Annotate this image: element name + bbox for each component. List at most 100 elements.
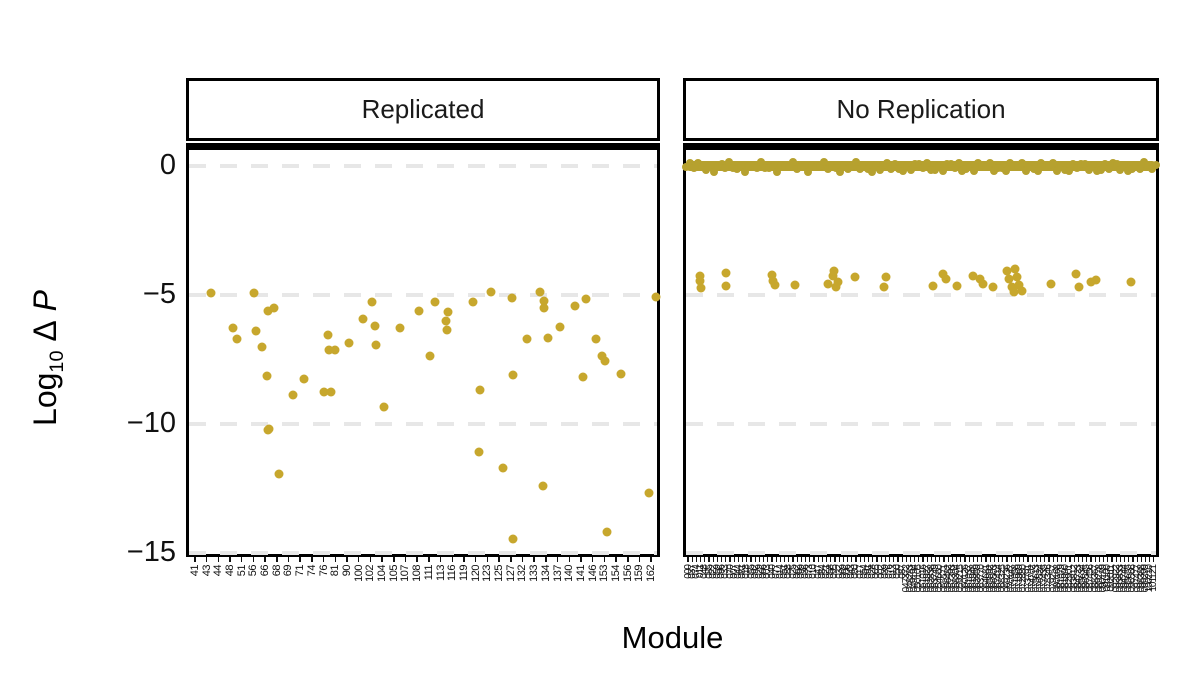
zero-band-point — [1084, 166, 1093, 175]
x-axis-tick — [276, 557, 278, 562]
zero-band-point — [871, 161, 880, 170]
data-point — [695, 276, 705, 286]
zero-band-point — [689, 164, 698, 173]
x-axis-tick — [788, 557, 790, 562]
x-axis-tick — [909, 557, 912, 562]
data-point — [443, 307, 453, 317]
data-point — [602, 527, 612, 537]
data-point — [1002, 266, 1012, 276]
x-axis-tick — [700, 557, 702, 562]
gridline-dashed — [686, 551, 1156, 555]
x-tick-label: 140 — [563, 565, 576, 582]
x-axis-tick — [1035, 557, 1037, 562]
x-axis-tick — [922, 557, 924, 562]
x-axis-tick — [687, 557, 689, 562]
data-point — [1007, 282, 1017, 292]
data-point — [371, 340, 381, 350]
panel-header-no-replication-label: No Replication — [836, 94, 1006, 124]
zero-band-point — [824, 164, 833, 173]
x-axis-tick — [695, 557, 698, 562]
x-axis-tick — [1073, 557, 1075, 562]
x-axis-tick — [930, 557, 933, 562]
data-point — [319, 387, 329, 397]
x-tick-label: 153 — [598, 565, 611, 582]
data-point — [770, 280, 780, 290]
zero-band-point — [899, 166, 908, 175]
data-point — [324, 345, 334, 355]
zero-band-point — [701, 166, 710, 175]
zero-band-point — [768, 162, 777, 171]
data-point — [952, 281, 962, 291]
data-point — [767, 270, 777, 280]
x-axis-tick — [1002, 557, 1004, 562]
x-axis-tick — [880, 557, 882, 562]
x-axis-tick — [545, 557, 547, 562]
x-axis-tick — [486, 557, 489, 562]
zero-band-point — [721, 163, 730, 172]
x-axis-tick — [1123, 557, 1126, 562]
gridline-dashed — [686, 293, 1156, 297]
zero-band-point — [1001, 167, 1010, 176]
x-axis-tick — [846, 557, 849, 562]
x-axis-tick — [1014, 557, 1016, 562]
panel-header-replicated-label: Replicated — [361, 94, 485, 124]
data-point — [249, 288, 259, 298]
x-axis-tick — [893, 557, 895, 562]
data-point — [442, 325, 452, 335]
data-point — [330, 345, 340, 355]
x-axis-tick — [712, 557, 714, 562]
zero-band-point — [1021, 166, 1030, 175]
data-point — [578, 372, 588, 382]
x-tick-label: 74 — [305, 565, 318, 577]
x-axis-tick — [754, 557, 756, 562]
data-point — [522, 334, 532, 344]
x-axis-tick — [1039, 557, 1042, 562]
x-axis-tick — [830, 557, 832, 562]
data-point — [269, 303, 279, 313]
data-point — [1071, 269, 1081, 279]
y-axis-title: Log10 Δ P — [27, 290, 69, 426]
x-tick-label: 123 — [481, 565, 494, 582]
x-axis-tick — [985, 557, 987, 562]
x-axis-tick — [205, 557, 208, 562]
x-axis-tick — [556, 557, 559, 562]
x-tick-label: 116 — [446, 565, 459, 582]
x-axis-tick — [521, 557, 524, 562]
data-point — [695, 271, 705, 281]
zero-band-point — [1033, 166, 1042, 175]
x-axis-tick — [804, 557, 807, 562]
x-axis-tick — [474, 557, 477, 562]
gridline-dashed — [189, 422, 657, 426]
zero-band-point — [859, 160, 868, 169]
x-axis-tick — [1069, 557, 1071, 562]
x-axis-tick — [311, 557, 313, 562]
x-axis-tick — [346, 557, 348, 562]
x-axis-tick — [638, 557, 641, 562]
x-axis-tick — [884, 557, 886, 562]
data-point — [538, 481, 548, 491]
x-axis-tick — [1006, 557, 1008, 562]
data-point — [262, 371, 272, 381]
x-axis-tick — [725, 557, 727, 562]
data-point — [367, 297, 377, 307]
x-axis-tick — [763, 557, 765, 562]
zero-band-point — [788, 157, 797, 166]
data-point — [570, 301, 580, 311]
x-tick-label: 134 — [539, 565, 552, 582]
x-axis-tick — [1023, 557, 1025, 562]
x-axis-tick — [851, 557, 853, 562]
data-point — [1017, 286, 1027, 296]
zero-band-point — [1037, 159, 1046, 168]
panel-header-no-replication: No Replication — [683, 78, 1159, 141]
zero-band-point — [907, 166, 916, 175]
x-axis-tick — [1027, 557, 1029, 562]
data-point — [274, 469, 284, 479]
x-axis-tick — [977, 557, 979, 562]
x-axis-tick — [998, 557, 1000, 562]
x-axis-tick — [287, 557, 290, 562]
y-axis-title-log: Log — [26, 372, 63, 426]
zero-band-point — [883, 158, 892, 167]
zero-band-point — [1100, 160, 1109, 169]
x-axis-tick — [533, 557, 535, 562]
zero-band-point — [891, 160, 900, 169]
